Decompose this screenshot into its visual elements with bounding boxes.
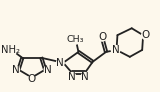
Text: N: N bbox=[68, 72, 76, 82]
Text: NH₂: NH₂ bbox=[1, 45, 20, 55]
Text: O: O bbox=[98, 32, 106, 42]
Circle shape bbox=[28, 76, 36, 83]
Circle shape bbox=[71, 34, 80, 44]
Circle shape bbox=[111, 46, 120, 54]
Circle shape bbox=[44, 66, 52, 74]
Text: N: N bbox=[44, 65, 52, 75]
Text: CH₃: CH₃ bbox=[67, 35, 84, 44]
Text: N: N bbox=[81, 72, 89, 82]
Circle shape bbox=[98, 33, 106, 41]
Circle shape bbox=[12, 66, 20, 74]
Circle shape bbox=[5, 44, 17, 56]
Circle shape bbox=[142, 31, 150, 40]
Text: O: O bbox=[142, 30, 150, 40]
Text: N: N bbox=[112, 45, 119, 55]
Text: N: N bbox=[56, 58, 64, 68]
Circle shape bbox=[81, 73, 89, 80]
Text: N: N bbox=[12, 65, 20, 75]
Circle shape bbox=[68, 73, 76, 80]
Circle shape bbox=[57, 59, 64, 67]
Text: O: O bbox=[28, 75, 36, 84]
